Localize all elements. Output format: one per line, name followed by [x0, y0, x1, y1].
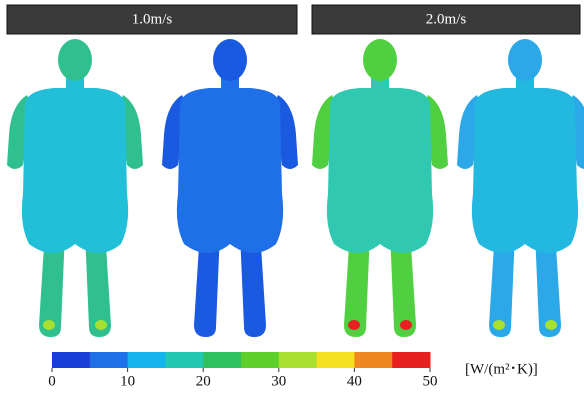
- panel-title: 2.0m/s: [426, 11, 467, 27]
- tick-label: 50: [423, 373, 438, 389]
- colorbar-segment: [317, 352, 355, 368]
- tick-label: 40: [347, 373, 362, 389]
- colorbar-segment: [203, 352, 241, 368]
- head: [213, 39, 247, 81]
- colorbar-segment: [279, 352, 317, 368]
- figure: 1.0m/s 2.0m/s 0 10 20 30 40 50 [W/(m²･K)]: [0, 0, 584, 394]
- hotspot: [400, 320, 412, 330]
- torso: [177, 88, 283, 253]
- colorbar-segment: [90, 352, 128, 368]
- hotspot: [43, 320, 55, 330]
- tick-label: 10: [120, 373, 135, 389]
- colorbar-unit: [W/(m²･K)]: [465, 361, 538, 377]
- colorbar-segment: [128, 352, 166, 368]
- torso: [327, 88, 433, 253]
- panel-title: 1.0m/s: [132, 11, 173, 27]
- mannequin: [7, 39, 143, 337]
- torso: [472, 88, 578, 253]
- mannequin: [162, 39, 298, 337]
- colorbar: 0 10 20 30 40 50: [48, 352, 437, 389]
- mannequin: [457, 39, 584, 337]
- colorbar-segment: [165, 352, 203, 368]
- hotspot: [348, 320, 360, 330]
- head: [508, 39, 542, 81]
- colorbar-segment: [354, 352, 392, 368]
- torso: [22, 88, 128, 253]
- head: [58, 39, 92, 81]
- tick-label: 20: [196, 373, 211, 389]
- tick-label: 30: [271, 373, 286, 389]
- colorbar-segment: [392, 352, 430, 368]
- hotspot: [493, 320, 505, 330]
- colorbar-segment: [241, 352, 279, 368]
- hotspot: [95, 320, 107, 330]
- tick-label: 0: [48, 373, 56, 389]
- colorbar-segment: [52, 352, 90, 368]
- head: [363, 39, 397, 81]
- mannequin: [312, 39, 448, 337]
- mannequins: [7, 39, 584, 337]
- hotspot: [545, 320, 557, 330]
